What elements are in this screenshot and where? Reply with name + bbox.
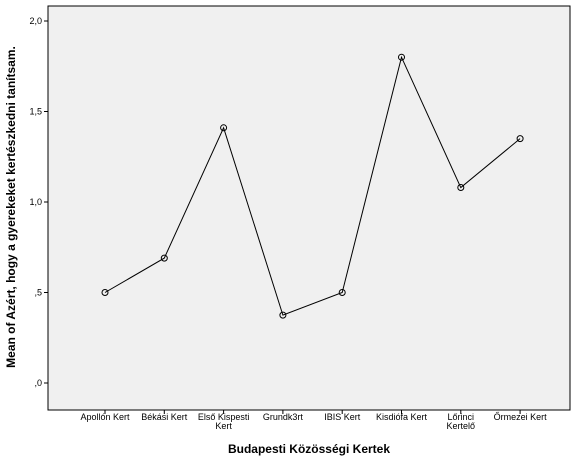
y-tick-label: 2,0 (29, 16, 42, 26)
y-tick-label: ,5 (34, 288, 42, 298)
data-point (338, 289, 346, 296)
data-point (101, 289, 109, 296)
data-point (398, 53, 405, 61)
x-axis: Apollón Kert Békási Kert Első Kispesti Kert… (80, 410, 547, 431)
y-axis-title: Mean of Azért, hogy a gyerekeket kertész… (4, 46, 18, 368)
y-tick-label: 1,0 (29, 197, 42, 207)
x-tick-label: Lőrinci Kertelő (447, 412, 476, 431)
data-point (160, 254, 168, 262)
y-tick-label: 1,5 (29, 107, 42, 117)
data-point (220, 124, 228, 132)
x-tick-label: Kisdiófa Kert (376, 412, 428, 422)
x-tick-label: Első Kispesti Kert (198, 412, 250, 431)
x-tick-label: Grundk3rt (263, 412, 304, 422)
x-tick-label: IBIS Kert (324, 412, 361, 422)
plot-area (47, 5, 571, 411)
data-point (457, 184, 465, 192)
x-tick-label: Őrmezei Kert (494, 412, 548, 422)
y-tick-label: ,0 (34, 378, 42, 388)
x-tick-label: Apollón Kert (80, 412, 130, 422)
data-point (516, 135, 524, 143)
x-axis-title: Budapesti Közösségi Kertek (228, 442, 390, 456)
x-tick-label: Békási Kert (141, 412, 188, 422)
data-points (101, 53, 524, 319)
data-point (279, 311, 287, 319)
y-axis: ,0 ,5 1,0 1,5 2,0 (29, 16, 48, 388)
series-line (104, 55, 521, 316)
